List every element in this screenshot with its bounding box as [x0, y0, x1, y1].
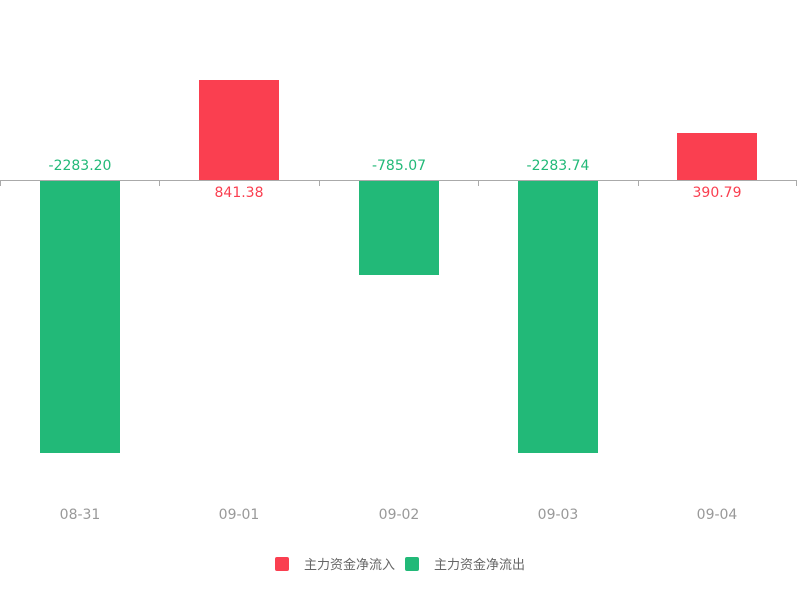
- value-label-08-31: -2283.20: [48, 158, 112, 174]
- axis-tick: [319, 181, 320, 186]
- x-axis-line: [0, 180, 797, 181]
- axis-tick: [796, 181, 797, 186]
- x-axis-label-08-31: 08-31: [59, 507, 101, 523]
- axis-tick: [0, 181, 1, 186]
- legend: 主力资金净流入 主力资金净流出: [0, 554, 800, 573]
- legend-item-outflow[interactable]: 主力资金净流出: [405, 554, 525, 573]
- legend-item-label: 主力资金净流出: [434, 558, 526, 573]
- axis-tick: [478, 181, 479, 186]
- legend-item-label: 主力资金净流入: [303, 558, 395, 573]
- value-label-09-01: 841.38: [214, 185, 264, 201]
- x-axis-label-09-04: 09-04: [696, 507, 738, 523]
- value-label-09-04: 390.79: [692, 185, 742, 201]
- x-axis-label-09-02: 09-02: [378, 507, 420, 523]
- x-axis-label-09-01: 09-01: [218, 507, 260, 523]
- legend-item-inflow[interactable]: 主力资金净流入: [274, 554, 395, 573]
- legend-swatch-icon: [405, 556, 419, 571]
- bar-09-01[interactable]: [199, 80, 279, 180]
- bar-09-02[interactable]: [359, 181, 439, 275]
- x-axis-label-09-03: 09-03: [537, 507, 579, 523]
- value-label-09-03: -2283.74: [526, 158, 590, 174]
- bar-08-31[interactable]: [40, 181, 120, 453]
- axis-tick: [638, 181, 639, 186]
- bar-09-03[interactable]: [518, 181, 598, 453]
- value-label-09-02: -785.07: [371, 158, 427, 174]
- axis-tick: [159, 181, 160, 186]
- legend-swatch-icon: [274, 556, 289, 571]
- bar-09-04[interactable]: [677, 133, 757, 180]
